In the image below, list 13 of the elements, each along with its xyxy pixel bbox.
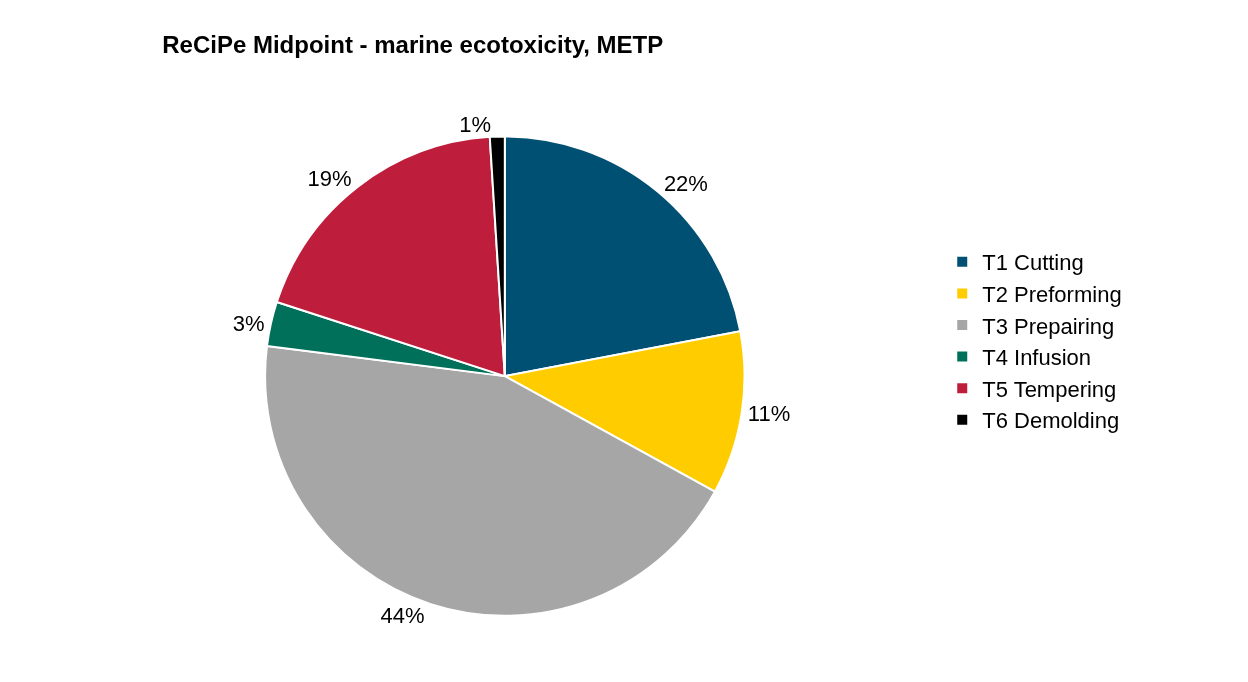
legend-label: T6 Demolding [982,408,1120,434]
data-label: 19% [307,166,352,192]
data-label: 3% [232,310,265,336]
data-label: 44% [380,602,425,628]
legend-label: T4 Infusion [982,345,1092,371]
legend-label: T5 Tempering [982,376,1117,402]
legend-label: T2 Preforming [982,281,1122,307]
legend-label: T3 Prepairing [982,313,1115,339]
legend-label: T1 Cutting [982,250,1084,276]
data-label: 1% [459,111,492,137]
chart-title: ReCiPe Midpoint - marine ecotoxicity, METP [162,31,664,59]
data-label: 22% [663,171,708,197]
data-label: 11% [747,401,791,427]
